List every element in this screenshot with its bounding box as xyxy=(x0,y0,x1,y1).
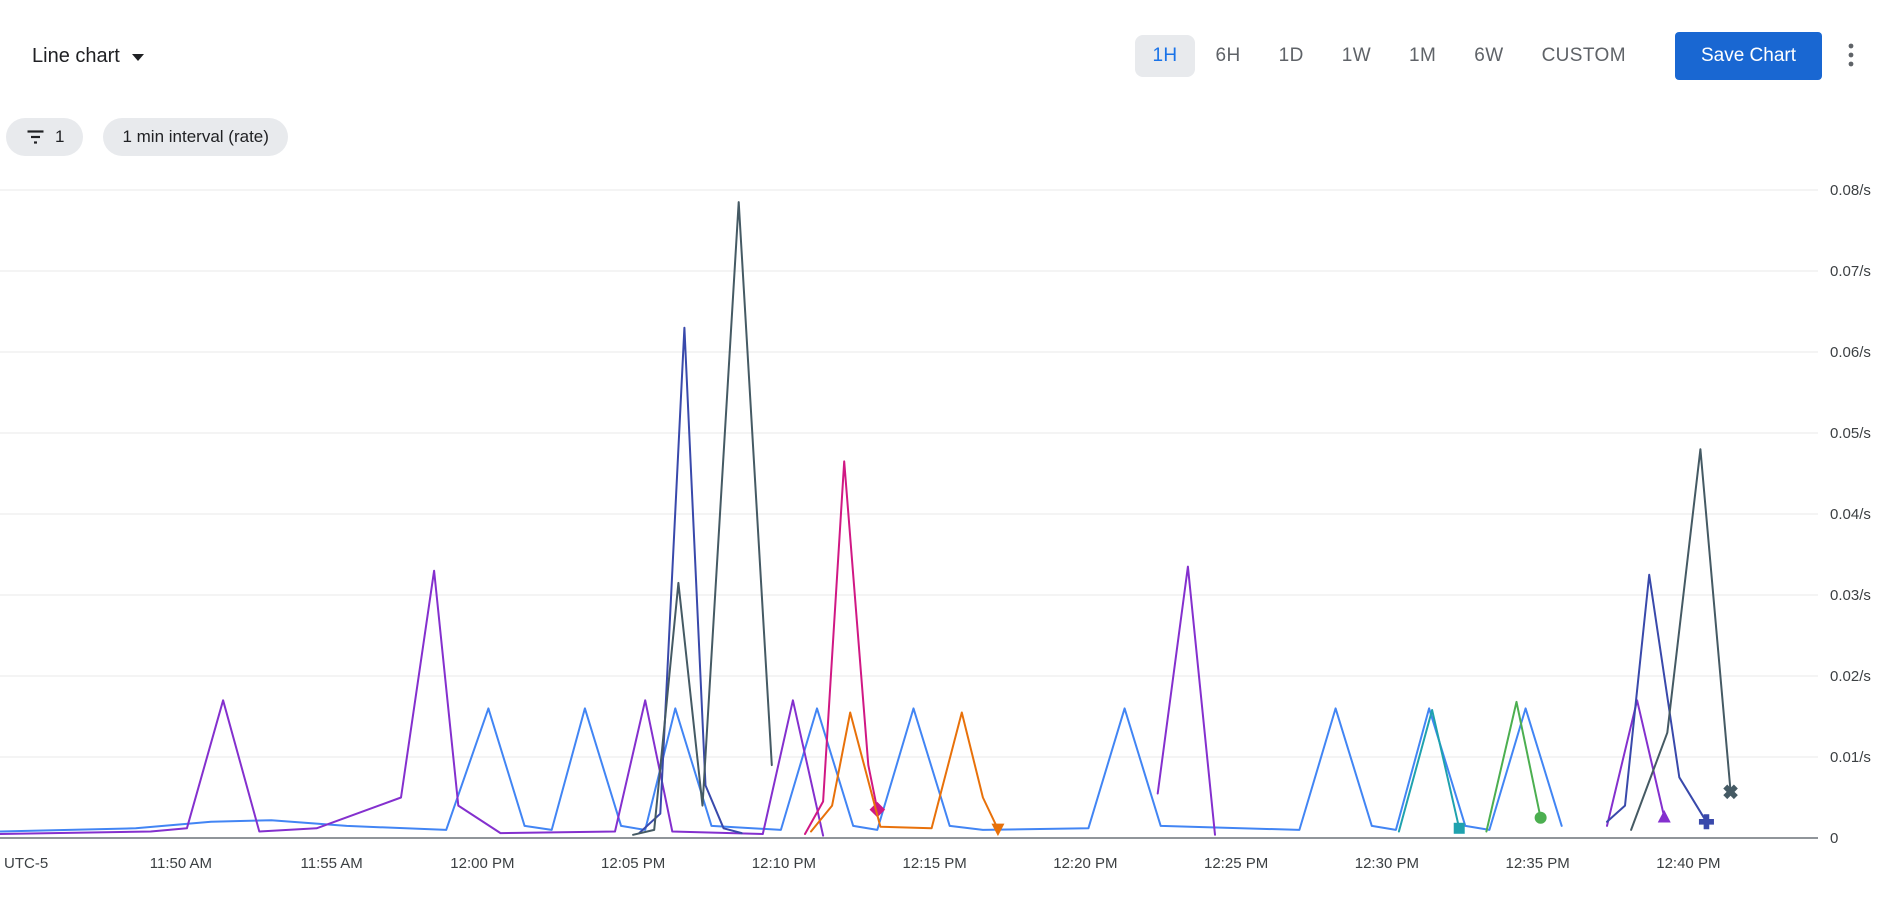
y-tick-label: 0 xyxy=(1830,830,1838,847)
time-range-button-1h[interactable]: 1H xyxy=(1135,35,1195,77)
x-tick-label: 11:50 AM xyxy=(150,855,212,872)
series-line-blue[interactable] xyxy=(0,707,1563,833)
series-line-green[interactable] xyxy=(1485,700,1542,833)
x-tick-label: 12:40 PM xyxy=(1656,855,1720,872)
chart-type-label: Line chart xyxy=(32,44,120,67)
y-tick-label: 0.08/s xyxy=(1830,182,1871,199)
more-options-button[interactable] xyxy=(1838,34,1864,79)
x-tick-label: 12:05 PM xyxy=(601,855,665,872)
series-line-orange[interactable] xyxy=(810,711,999,833)
filter-chips-row: 1 1 min interval (rate) xyxy=(0,112,1890,168)
slate-gray-end-marker[interactable] xyxy=(1720,781,1741,802)
series-line-purple[interactable] xyxy=(1156,565,1216,836)
x-tick-label: 12:30 PM xyxy=(1355,855,1419,872)
series-line-purple[interactable] xyxy=(0,569,825,837)
series-line-slate-gray[interactable] xyxy=(632,201,773,836)
purple-end-marker[interactable] xyxy=(1657,809,1671,823)
y-tick-label: 0.07/s xyxy=(1830,263,1871,280)
x-tick-label: 12:20 PM xyxy=(1053,855,1117,872)
orange-end-marker[interactable] xyxy=(991,823,1005,837)
series-line-slate-gray[interactable] xyxy=(1630,448,1732,831)
time-range-button-1m[interactable]: 1M xyxy=(1392,35,1453,77)
y-tick-label: 0.02/s xyxy=(1830,668,1871,685)
y-tick-label: 0.05/s xyxy=(1830,425,1871,442)
pink-end-marker[interactable] xyxy=(869,801,886,818)
time-range-button-6h[interactable]: 6H xyxy=(1199,35,1258,77)
x-tick-label: 12:15 PM xyxy=(903,855,967,872)
time-range-button-6w[interactable]: 6W xyxy=(1457,35,1520,77)
series-line-teal[interactable] xyxy=(1397,709,1461,833)
y-tick-label: 0.01/s xyxy=(1830,749,1871,766)
time-range-button-custom[interactable]: CUSTOM xyxy=(1525,35,1643,77)
timezone-label: UTC-5 xyxy=(4,855,48,872)
y-tick-label: 0.03/s xyxy=(1830,587,1871,604)
x-tick-label: 12:35 PM xyxy=(1506,855,1570,872)
chart-type-dropdown[interactable]: Line chart xyxy=(30,39,146,74)
teal-end-marker[interactable] xyxy=(1453,822,1465,834)
green-end-marker[interactable] xyxy=(1534,811,1547,824)
series-line-purple[interactable] xyxy=(1606,699,1666,827)
series-line-indigo[interactable] xyxy=(638,326,743,835)
kebab-menu-icon xyxy=(1848,43,1854,66)
filter-count: 1 xyxy=(55,127,65,146)
filter-icon xyxy=(27,130,44,144)
y-tick-label: 0.06/s xyxy=(1830,344,1871,361)
time-range-toolbar: 1H 6H 1D 1W 1M 6W CUSTOM Save Chart xyxy=(1133,32,1864,80)
x-tick-label: 12:10 PM xyxy=(752,855,816,872)
save-chart-button[interactable]: Save Chart xyxy=(1674,32,1822,80)
time-range-button-1d[interactable]: 1D xyxy=(1262,35,1321,77)
chart-canvas[interactable]: 0 0.01/s 0.02/s 0.03/s 0.04/s 0.05/s 0.06/s 0.0… xyxy=(0,168,1890,918)
series-line-pink[interactable] xyxy=(804,460,879,835)
chart-toolbar: Line chart 1H 6H 1D 1W 1M 6W CUSTOM Save… xyxy=(0,0,1890,112)
time-range-button-1w[interactable]: 1W xyxy=(1325,35,1388,77)
filter-chip[interactable]: 1 xyxy=(6,118,84,156)
x-tick-label: 11:55 AM xyxy=(301,855,363,872)
interval-chip[interactable]: 1 min interval (rate) xyxy=(103,118,288,156)
series-line-indigo[interactable] xyxy=(1606,573,1708,823)
indigo-end-marker[interactable] xyxy=(1698,814,1714,830)
x-tick-label: 12:00 PM xyxy=(450,855,514,872)
line-chart[interactable]: 0 0.01/s 0.02/s 0.03/s 0.04/s 0.05/s 0.06/s 0.0… xyxy=(0,168,1890,918)
chevron-down-icon xyxy=(131,53,144,61)
y-tick-label: 0.04/s xyxy=(1830,506,1871,523)
x-tick-label: 12:25 PM xyxy=(1204,855,1268,872)
interval-chip-label: 1 min interval (rate) xyxy=(122,127,269,146)
